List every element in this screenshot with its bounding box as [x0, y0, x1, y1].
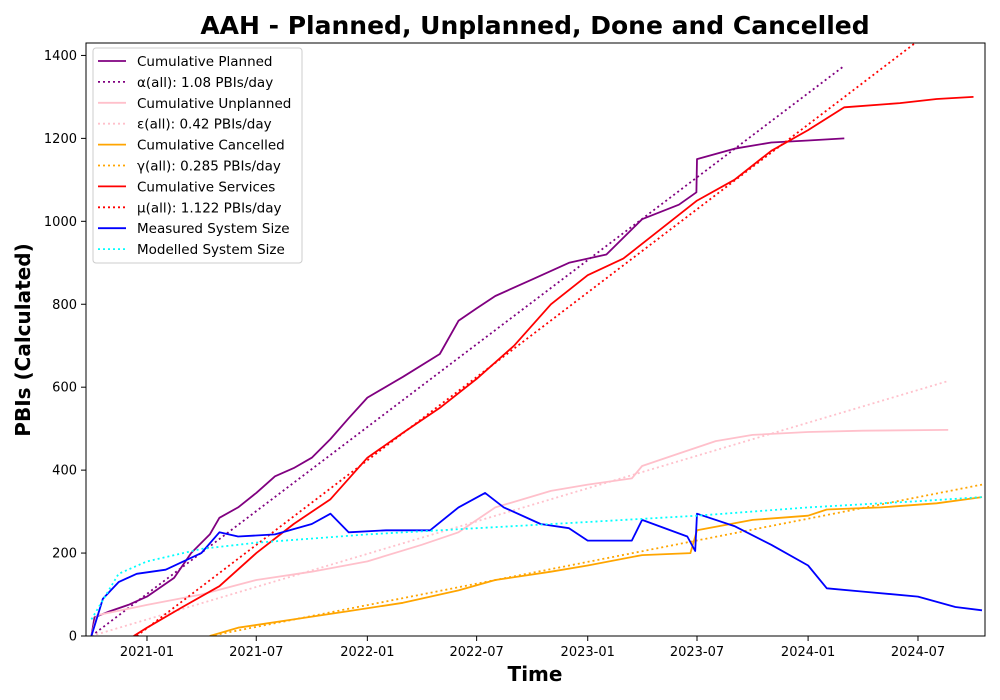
- x-tick-label: 2024-07: [891, 645, 945, 660]
- series-line-cumulative-services: [133, 96, 974, 636]
- legend-entry-modelled-system-size: Modelled System Size: [137, 242, 285, 258]
- x-tick-label: 2022-01: [340, 645, 394, 660]
- legend-entry-all-1-122-pbis-day: μ(all): 1.122 PBIs/day: [137, 200, 281, 216]
- x-tick-label: 2023-07: [670, 645, 724, 660]
- y-tick-label: 200: [52, 547, 77, 562]
- series-line-all-0-285-pbis-day: [209, 483, 983, 636]
- legend-box: [92, 47, 303, 264]
- plot-frame: [85, 42, 986, 637]
- legend-entry-cumulative-planned: Cumulative Planned: [137, 54, 273, 70]
- y-tick-label: 0: [69, 630, 77, 645]
- legend-entry-cumulative-services: Cumulative Services: [137, 179, 275, 195]
- y-tick-label: 1400: [44, 49, 77, 64]
- x-tick-label: 2021-07: [229, 645, 283, 660]
- legend-entry-all-1-08-pbis-day: α(all): 1.08 PBIs/day: [137, 75, 273, 91]
- legend-entry-all-0-285-pbis-day: γ(all): 0.285 PBIs/day: [137, 159, 281, 175]
- x-axis-label: Time: [508, 662, 563, 686]
- legend-entry-measured-system-size: Measured System Size: [137, 221, 290, 237]
- series-line-measured-system-size: [90, 492, 983, 636]
- y-tick-label: 600: [52, 381, 77, 396]
- series-line-all-0-42-pbis-day: [91, 380, 949, 636]
- series-line-cumulative-cancelled: [209, 496, 983, 636]
- x-tick-label: 2021-01: [120, 645, 174, 660]
- x-tick-label: 2024-01: [781, 645, 835, 660]
- axes-layer: 2021-01 2021-07 2022-01 2022-07 2023-01 2023-…: [44, 42, 986, 660]
- legend-entry-cumulative-cancelled: Cumulative Cancelled: [137, 138, 285, 154]
- legend: Cumulative Planned α(all): 1.08 PBIs/day C…: [92, 47, 303, 264]
- y-tick-label: 1200: [44, 132, 77, 147]
- x-tick-label: 2022-07: [449, 645, 503, 660]
- legend-entry-cumulative-unplanned: Cumulative Unplanned: [137, 96, 291, 112]
- legend-entry-all-0-42-pbis-day: ε(all): 0.42 PBIs/day: [137, 117, 272, 133]
- series-layer: [90, 43, 983, 636]
- x-tick-label: 2023-01: [561, 645, 615, 660]
- series-line-modelled-system-size: [90, 496, 983, 620]
- chart-title: AAH - Planned, Unplanned, Done and Cance…: [200, 11, 869, 40]
- y-axis-label: PBIs (Calculated): [11, 243, 35, 436]
- y-tick-label: 400: [52, 464, 77, 479]
- y-tick-label: 800: [52, 298, 77, 313]
- y-tick-label: 1000: [44, 215, 77, 230]
- series-line-all-1-122-pbis-day: [136, 43, 917, 636]
